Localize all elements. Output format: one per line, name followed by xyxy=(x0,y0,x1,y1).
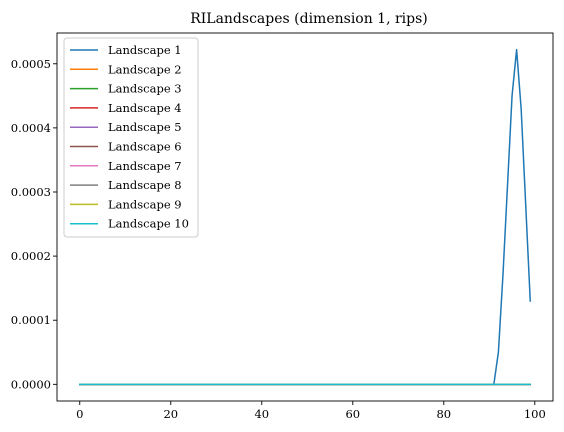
legend-label-5: Landscape 5 xyxy=(108,120,182,134)
x-tick-label: 0 xyxy=(76,407,83,421)
x-tick-label: 20 xyxy=(163,407,178,421)
legend-label-9: Landscape 9 xyxy=(108,197,182,211)
y-tick-label: 0.0003 xyxy=(11,185,51,199)
legend-label-4: Landscape 4 xyxy=(108,101,182,115)
x-tick-label: 80 xyxy=(436,407,451,421)
x-tick-label: 100 xyxy=(524,407,546,421)
series-lines xyxy=(79,48,532,386)
legend-label-10: Landscape 10 xyxy=(108,217,189,231)
x-axis: 0 20 40 60 80 100 xyxy=(76,401,546,421)
y-tick-label: 0.0004 xyxy=(11,121,51,135)
y-axis: 0.0000 0.0001 0.0002 0.0003 0.0004 0.0005 xyxy=(11,57,57,391)
legend-label-8: Landscape 8 xyxy=(108,178,182,192)
x-tick-label: 60 xyxy=(345,407,360,421)
legend-label-7: Landscape 7 xyxy=(108,159,182,173)
legend-label-1: Landscape 1 xyxy=(108,43,182,57)
legend-box xyxy=(63,37,199,238)
x-tick-label: 40 xyxy=(254,407,269,421)
legend: Landscape 1 Landscape 2 Landscape 3 Landsca… xyxy=(63,37,199,238)
y-tick-label: 0.0005 xyxy=(11,57,51,71)
series-line-1 xyxy=(79,48,532,386)
legend-label-6: Landscape 6 xyxy=(108,140,182,154)
legend-label-3: Landscape 3 xyxy=(108,82,182,96)
y-tick-label: 0.0000 xyxy=(11,377,51,391)
y-tick-label: 0.0001 xyxy=(11,313,51,327)
chart-title: RILandscapes (dimension 1, rips) xyxy=(190,11,428,27)
y-tick-label: 0.0002 xyxy=(11,249,51,263)
plot-frame xyxy=(56,32,554,402)
legend-label-2: Landscape 2 xyxy=(108,62,182,76)
